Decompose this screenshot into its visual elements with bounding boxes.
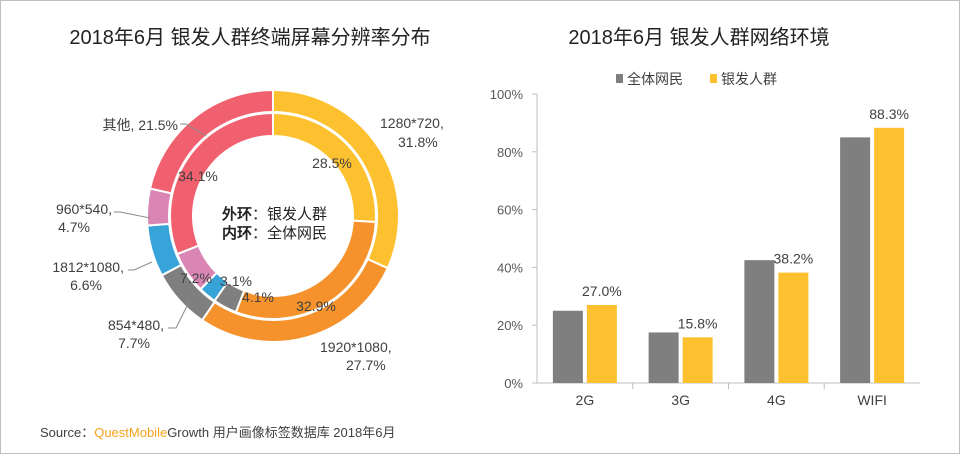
label-960x540-value: 4.7% bbox=[58, 219, 90, 235]
legend-swatch-silver bbox=[710, 74, 717, 83]
legend-label-silver: 银发人群 bbox=[721, 71, 777, 87]
label-1920x1080-value: 27.7% bbox=[346, 357, 386, 373]
bar-all-3g bbox=[648, 332, 679, 383]
label-960x540-name: 960*540, bbox=[56, 201, 112, 217]
label-1812x1080-name: 1812*1080, bbox=[52, 259, 124, 275]
donut-inner-slice-5 bbox=[169, 111, 274, 256]
y-tick-label: 80% bbox=[497, 145, 523, 160]
x-tick-label: 2G bbox=[576, 392, 595, 408]
donut-leaders bbox=[114, 123, 207, 329]
bar-silver-2g bbox=[586, 304, 617, 383]
source-note: Source：QuestMobileGrowth 用户画像标签数据库 2018年… bbox=[40, 422, 395, 441]
source-label: Source： bbox=[40, 425, 95, 440]
label-1280x720-name: 1280*720, bbox=[380, 115, 444, 131]
label-1920x1080-name: 1920*1080, bbox=[320, 339, 392, 355]
center-inner-note: 内环：全体网民 bbox=[222, 224, 327, 242]
donut-outer-slice-4 bbox=[146, 187, 173, 227]
inner-label-1280x720: 28.5% bbox=[312, 155, 352, 171]
label-854x480-name: 854*480, bbox=[108, 317, 164, 333]
bar-all-4g bbox=[744, 260, 775, 383]
inner-label-other: 34.1% bbox=[178, 168, 218, 184]
bar-value-label: 15.8% bbox=[678, 315, 718, 331]
bar-legend: 全体网民 银发人群 bbox=[616, 71, 777, 87]
label-1812x1080-value: 6.6% bbox=[70, 277, 102, 293]
label-854x480-value: 7.7% bbox=[118, 335, 150, 351]
bar-all-wifi bbox=[840, 137, 871, 383]
legend-label-all: 全体网民 bbox=[627, 71, 683, 87]
inner-label-854x480: 4.1% bbox=[242, 289, 274, 305]
x-tick-label: WIFI bbox=[857, 392, 887, 408]
bar-silver-wifi bbox=[874, 127, 905, 383]
donut-title: 2018年6月 银发人群终端屏幕分辨率分布 bbox=[69, 26, 430, 49]
donut-inner-ring bbox=[169, 111, 377, 320]
inner-label-1920x1080: 32.9% bbox=[296, 298, 336, 314]
center-inner-text: ：全体网民 bbox=[252, 224, 327, 242]
bar-axis: 0% 20% 40% 60% 80% 100% 2G 3G 4G WIFI bbox=[490, 87, 920, 408]
inner-label-960x540: 7.2% bbox=[180, 270, 212, 286]
y-tick-label: 20% bbox=[497, 318, 523, 333]
bar-value-label: 27.0% bbox=[582, 283, 622, 299]
x-tick-label: 3G bbox=[671, 392, 690, 408]
inner-label-1812x1080: 3.1% bbox=[220, 273, 252, 289]
bar-value-label: 38.2% bbox=[774, 251, 814, 267]
y-tick-label: 0% bbox=[504, 376, 523, 391]
y-tick-label: 40% bbox=[497, 260, 523, 275]
bar-series: 27.0% 15.8% 38.2% 88.3% bbox=[552, 106, 909, 383]
y-tick-label: 60% bbox=[497, 203, 523, 218]
leader-854x480 bbox=[168, 299, 191, 329]
center-outer-text: ：银发人群 bbox=[252, 206, 327, 223]
bar-silver-3g bbox=[682, 337, 713, 383]
x-tick-label: 4G bbox=[767, 392, 786, 408]
leader-960x540 bbox=[114, 211, 151, 219]
bar-title: 2018年6月 银发人群网络环境 bbox=[568, 26, 829, 49]
label-other: 其他, 21.5% bbox=[103, 117, 178, 133]
bar-all-2g bbox=[552, 310, 583, 383]
source-text: Growth 用户画像标签数据库 2018年6月 bbox=[167, 425, 396, 440]
leader-1812x1080 bbox=[128, 261, 153, 271]
bar-value-label: 88.3% bbox=[869, 106, 909, 122]
center-outer-note: 外环：银发人群 bbox=[221, 205, 327, 223]
source-brand: QuestMobile bbox=[94, 425, 168, 440]
bar-silver-4g bbox=[778, 272, 809, 383]
center-outer-key: 外环 bbox=[221, 205, 252, 223]
y-tick-label: 100% bbox=[490, 87, 524, 102]
label-1280x720-value: 31.8% bbox=[398, 134, 438, 150]
leader-other bbox=[180, 123, 207, 137]
legend-swatch-all bbox=[616, 74, 623, 83]
center-inner-key: 内环 bbox=[222, 224, 252, 242]
